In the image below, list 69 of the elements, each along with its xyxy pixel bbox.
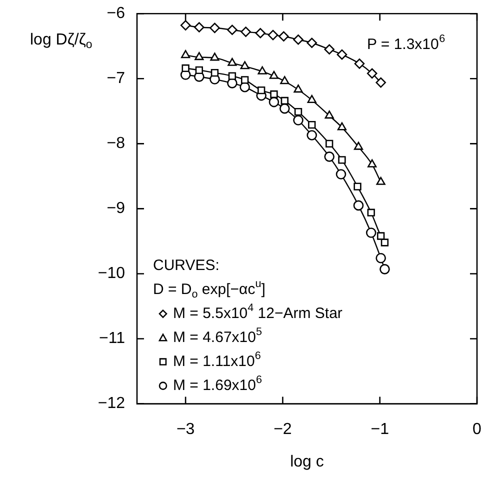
- point: [228, 72, 236, 80]
- point: [324, 110, 334, 119]
- point: [280, 103, 290, 114]
- point: [307, 94, 316, 103]
- point: [181, 50, 190, 58]
- point: [367, 208, 375, 216]
- point: [240, 61, 250, 70]
- point: [353, 200, 364, 211]
- point: [306, 38, 318, 48]
- point: [376, 232, 385, 240]
- point: [195, 66, 204, 74]
- x-tick-label: 0: [472, 420, 482, 438]
- point: [268, 96, 280, 108]
- point: [258, 66, 267, 74]
- point: [294, 84, 303, 93]
- y-tick-label: −7: [106, 70, 126, 88]
- point: [269, 70, 279, 79]
- point: [336, 169, 346, 180]
- point: [380, 238, 389, 246]
- point: [326, 140, 334, 148]
- x-tick-label: −1: [370, 420, 390, 438]
- y-tick-label: −9: [106, 200, 126, 218]
- point: [293, 115, 304, 126]
- point: [354, 142, 364, 150]
- point: [376, 252, 386, 264]
- point: [338, 156, 346, 164]
- point: [324, 44, 334, 55]
- point: [366, 228, 376, 238]
- y-tick-label: −8: [106, 135, 126, 152]
- point: [368, 159, 377, 168]
- point: [366, 68, 378, 79]
- point: [228, 58, 237, 66]
- point: [336, 49, 348, 60]
- point: [354, 182, 362, 190]
- point: [376, 77, 386, 88]
- point: [337, 122, 347, 130]
- point: [210, 22, 220, 34]
- point: [380, 264, 390, 274]
- point: [194, 52, 204, 60]
- point: [294, 108, 302, 116]
- point: [293, 34, 304, 45]
- point: [278, 31, 289, 42]
- point: [280, 76, 290, 84]
- point: [240, 76, 249, 84]
- point: [376, 176, 386, 185]
- y-tick-label: −12: [98, 395, 126, 412]
- point: [210, 52, 220, 61]
- y-tick-label: −10: [98, 265, 126, 282]
- point: [324, 152, 334, 162]
- x-axis-title: log c: [290, 453, 324, 470]
- point: [194, 22, 204, 32]
- point: [308, 120, 316, 129]
- point: [210, 68, 219, 77]
- y-tick-label: −6: [106, 5, 126, 22]
- point: [280, 96, 288, 105]
- point: [182, 64, 190, 72]
- y-tick-label: −11: [99, 330, 126, 348]
- point: [270, 90, 278, 98]
- point: [354, 58, 365, 69]
- point: [180, 20, 191, 30]
- point: [227, 24, 238, 36]
- legend-title: CURVES:: [153, 256, 220, 274]
- point: [268, 30, 278, 40]
- point: [306, 130, 318, 140]
- point: [258, 86, 266, 94]
- x-tick-label: −3: [176, 420, 195, 438]
- point: [240, 26, 251, 37]
- point: [255, 28, 266, 38]
- x-tick-label: −2: [274, 420, 292, 438]
